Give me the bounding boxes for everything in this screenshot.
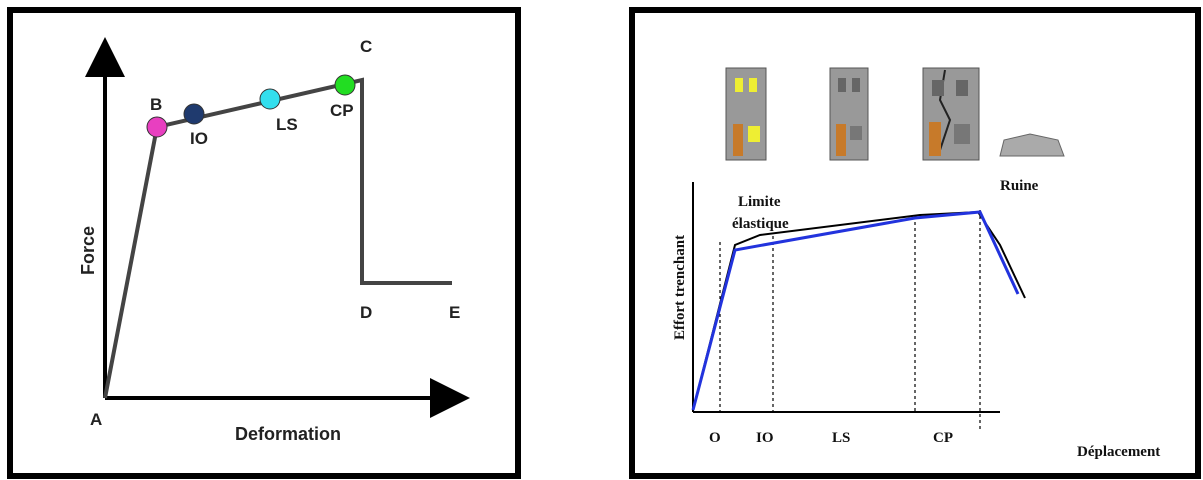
- label-d: D: [360, 303, 372, 322]
- x-label: Déplacement: [1077, 444, 1160, 460]
- point-io: [183, 103, 205, 125]
- left-panel: A B C D E IO LS CP Deformation Force: [7, 7, 521, 479]
- curve-blue: [691, 210, 1020, 411]
- label-c: C: [360, 37, 372, 56]
- elastic-limit: élastique: [732, 216, 789, 232]
- label-io: IO: [190, 129, 208, 148]
- x-label: Deformation: [235, 424, 341, 444]
- curve: [103, 77, 452, 399]
- label-a: A: [90, 410, 102, 429]
- y-label: Force: [78, 226, 98, 275]
- label-b: B: [150, 95, 162, 114]
- level-label: LS: [832, 430, 850, 446]
- label-ls: LS: [276, 115, 298, 134]
- level-label: CP: [933, 430, 953, 446]
- elastic-limit: Limite: [738, 194, 781, 210]
- ruin-label: Ruine: [1000, 178, 1039, 194]
- building-icons: [725, 67, 1065, 161]
- level-label: O: [709, 430, 721, 446]
- level-label: IO: [756, 430, 774, 446]
- label-cp: CP: [330, 101, 354, 120]
- point-cp: [334, 74, 356, 96]
- label-e: E: [449, 303, 460, 322]
- point-ls: [259, 88, 281, 110]
- right-panel: Limite élastique Ruine O IO LS CP Déplac…: [629, 7, 1201, 479]
- level-lines: [719, 210, 981, 430]
- curve-black: [692, 210, 1026, 411]
- point-b: [146, 116, 168, 138]
- y-label: Effort trenchant: [672, 235, 688, 340]
